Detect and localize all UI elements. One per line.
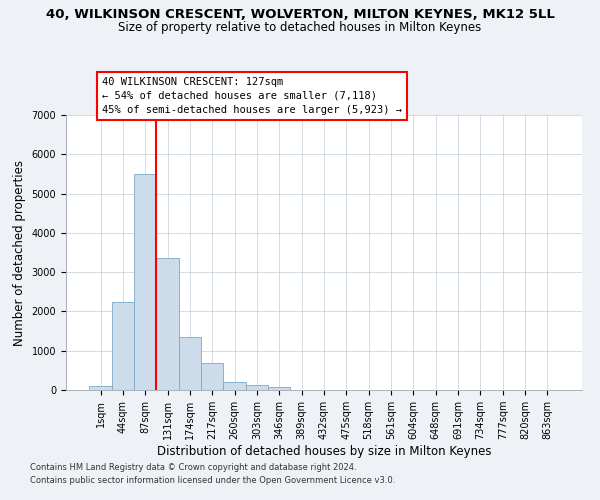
Bar — [268, 387, 290, 390]
Bar — [179, 337, 201, 390]
Y-axis label: Number of detached properties: Number of detached properties — [13, 160, 26, 346]
Bar — [112, 302, 134, 390]
Bar — [201, 362, 223, 390]
Text: Contains public sector information licensed under the Open Government Licence v3: Contains public sector information licen… — [30, 476, 395, 485]
X-axis label: Distribution of detached houses by size in Milton Keynes: Distribution of detached houses by size … — [157, 445, 491, 458]
Bar — [89, 386, 112, 390]
Text: Contains HM Land Registry data © Crown copyright and database right 2024.: Contains HM Land Registry data © Crown c… — [30, 464, 356, 472]
Text: 40, WILKINSON CRESCENT, WOLVERTON, MILTON KEYNES, MK12 5LL: 40, WILKINSON CRESCENT, WOLVERTON, MILTO… — [46, 8, 554, 20]
Bar — [246, 385, 268, 390]
Bar — [223, 382, 246, 390]
Text: Size of property relative to detached houses in Milton Keynes: Size of property relative to detached ho… — [118, 21, 482, 34]
Bar — [157, 258, 179, 390]
Text: 40 WILKINSON CRESCENT: 127sqm
← 54% of detached houses are smaller (7,118)
45% o: 40 WILKINSON CRESCENT: 127sqm ← 54% of d… — [102, 77, 402, 115]
Bar — [134, 174, 157, 390]
